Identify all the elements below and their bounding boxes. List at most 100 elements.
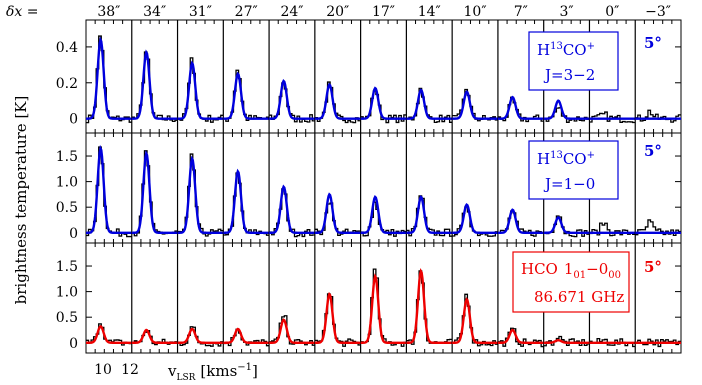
spectrum-cell xyxy=(405,20,453,133)
x-tick-label: 12 xyxy=(121,362,139,378)
fit-curve xyxy=(131,328,178,344)
offset-labels: 38″ 34″ 31″ 27″ 24″ 20″ 17″ 14″ 10″ 7″ 3″ 0″ −3″ xyxy=(97,4,671,20)
observed-spectrum xyxy=(223,172,270,236)
fit-curve xyxy=(406,267,453,344)
y-tick-label: 0 xyxy=(69,226,78,242)
offset-label: 14″ xyxy=(418,4,441,20)
observed-spectrum xyxy=(86,323,132,346)
fit-curve xyxy=(406,88,453,120)
observed-spectrum xyxy=(177,57,224,123)
spectrum-cell xyxy=(314,20,361,133)
observed-spectrum xyxy=(360,268,407,347)
spectrum-cell xyxy=(176,133,224,243)
observed-spectrum xyxy=(452,293,498,347)
fit-curve xyxy=(86,144,132,234)
fit-curve xyxy=(452,202,498,234)
fit-curve xyxy=(543,216,590,234)
y-tick-label: 1.0 xyxy=(56,175,78,191)
observed-spectrum xyxy=(269,315,315,346)
observed-spectrum xyxy=(589,222,636,237)
panel-row-h13co-10: 0 0.5 1.0 1.5 xyxy=(56,132,682,244)
legend-box xyxy=(512,251,630,313)
fit-curve xyxy=(223,168,270,234)
fit-curve xyxy=(543,339,590,344)
y-tick-label: 1.0 xyxy=(56,285,78,301)
fit-curve xyxy=(497,328,544,344)
y-tick-label: 0.5 xyxy=(56,310,78,326)
legend-hco: HCO 101−000 86.671 GHz 5° xyxy=(512,251,662,313)
offset-label: 27″ xyxy=(235,4,258,20)
offset-label: 24″ xyxy=(280,4,303,20)
spectrum-cell xyxy=(176,20,224,133)
spectrum-cell xyxy=(360,243,407,353)
fit-curve xyxy=(223,71,270,120)
fit-curve xyxy=(543,99,590,120)
fit-curve xyxy=(131,49,178,120)
fit-curve xyxy=(269,318,315,344)
observed-spectrum xyxy=(543,335,590,347)
spectrum-cell xyxy=(268,243,315,353)
observed-spectrum xyxy=(543,107,590,123)
observed-spectrum xyxy=(131,51,178,123)
legend-angle: 5° xyxy=(644,34,662,52)
observed-spectrum xyxy=(406,270,453,345)
legend-box xyxy=(528,140,619,200)
offset-label: 34″ xyxy=(143,4,166,20)
legend-h13co-32: H13CO+ J=3−2 5° xyxy=(528,31,662,91)
observed-spectrum xyxy=(86,146,132,238)
spectrum-cell xyxy=(360,20,407,133)
fit-curve xyxy=(177,60,224,120)
fit-curve xyxy=(452,297,498,344)
offset-label: 38″ xyxy=(97,4,120,20)
y-tick-label: 0 xyxy=(69,336,78,352)
spectrum-cell xyxy=(634,133,681,243)
spectrum-cell xyxy=(176,243,224,353)
spectrum-cell xyxy=(131,133,178,243)
fit-curve xyxy=(497,208,544,234)
y-tick-label: 0 xyxy=(69,112,78,128)
observed-spectrum xyxy=(223,69,270,122)
legend-angle: 5° xyxy=(644,142,662,160)
spectrum-cell xyxy=(268,133,315,243)
spectrum-cell xyxy=(314,133,361,243)
y-tick-label: 1.5 xyxy=(56,259,78,275)
fit-curve xyxy=(86,36,132,120)
legend-box xyxy=(528,31,619,91)
spectrum-cell xyxy=(360,133,407,243)
spectrum-cell xyxy=(86,243,132,353)
fit-curve xyxy=(269,79,315,120)
legend-h13co-10: H13CO+ J=1−0 5° xyxy=(528,140,662,200)
spectrum-cell xyxy=(634,243,681,353)
observed-spectrum xyxy=(589,337,636,348)
spectrum-cell xyxy=(131,20,178,133)
y-tick-label: 0.5 xyxy=(56,200,78,216)
observed-spectrum xyxy=(589,111,636,124)
spectrum-cell xyxy=(86,133,132,243)
spectra-panels: 0 0.2 0.4 0 0.5 1.0 1.5 0 0.5 1.0 1.5 xyxy=(56,19,682,354)
observed-spectrum xyxy=(86,35,132,124)
spectrum-cell xyxy=(497,133,544,243)
offset-label: 7″ xyxy=(514,4,528,20)
fit-curve xyxy=(497,95,544,120)
offset-label: 10″ xyxy=(464,4,487,20)
y-tick-label: 0.2 xyxy=(56,76,78,92)
spectrum-cell xyxy=(222,133,270,243)
fit-curve xyxy=(314,291,361,344)
fit-curve xyxy=(177,155,224,234)
spectrum-cell xyxy=(131,243,178,353)
fit-curve xyxy=(223,327,270,344)
observed-spectrum xyxy=(635,109,681,123)
fit-curve xyxy=(86,325,132,344)
fit-curve xyxy=(360,273,407,344)
offset-label: 3″ xyxy=(560,4,574,20)
spectrum-cell xyxy=(405,133,453,243)
fit-curve xyxy=(406,195,453,234)
spectrum-cell xyxy=(497,243,544,353)
observed-spectrum xyxy=(177,153,224,237)
spectrum-cell xyxy=(405,243,453,353)
legend-species: H13CO+ xyxy=(537,150,595,168)
y-tick-label: 0.4 xyxy=(56,40,78,56)
fit-curve xyxy=(360,86,407,120)
observed-spectrum xyxy=(497,327,544,348)
